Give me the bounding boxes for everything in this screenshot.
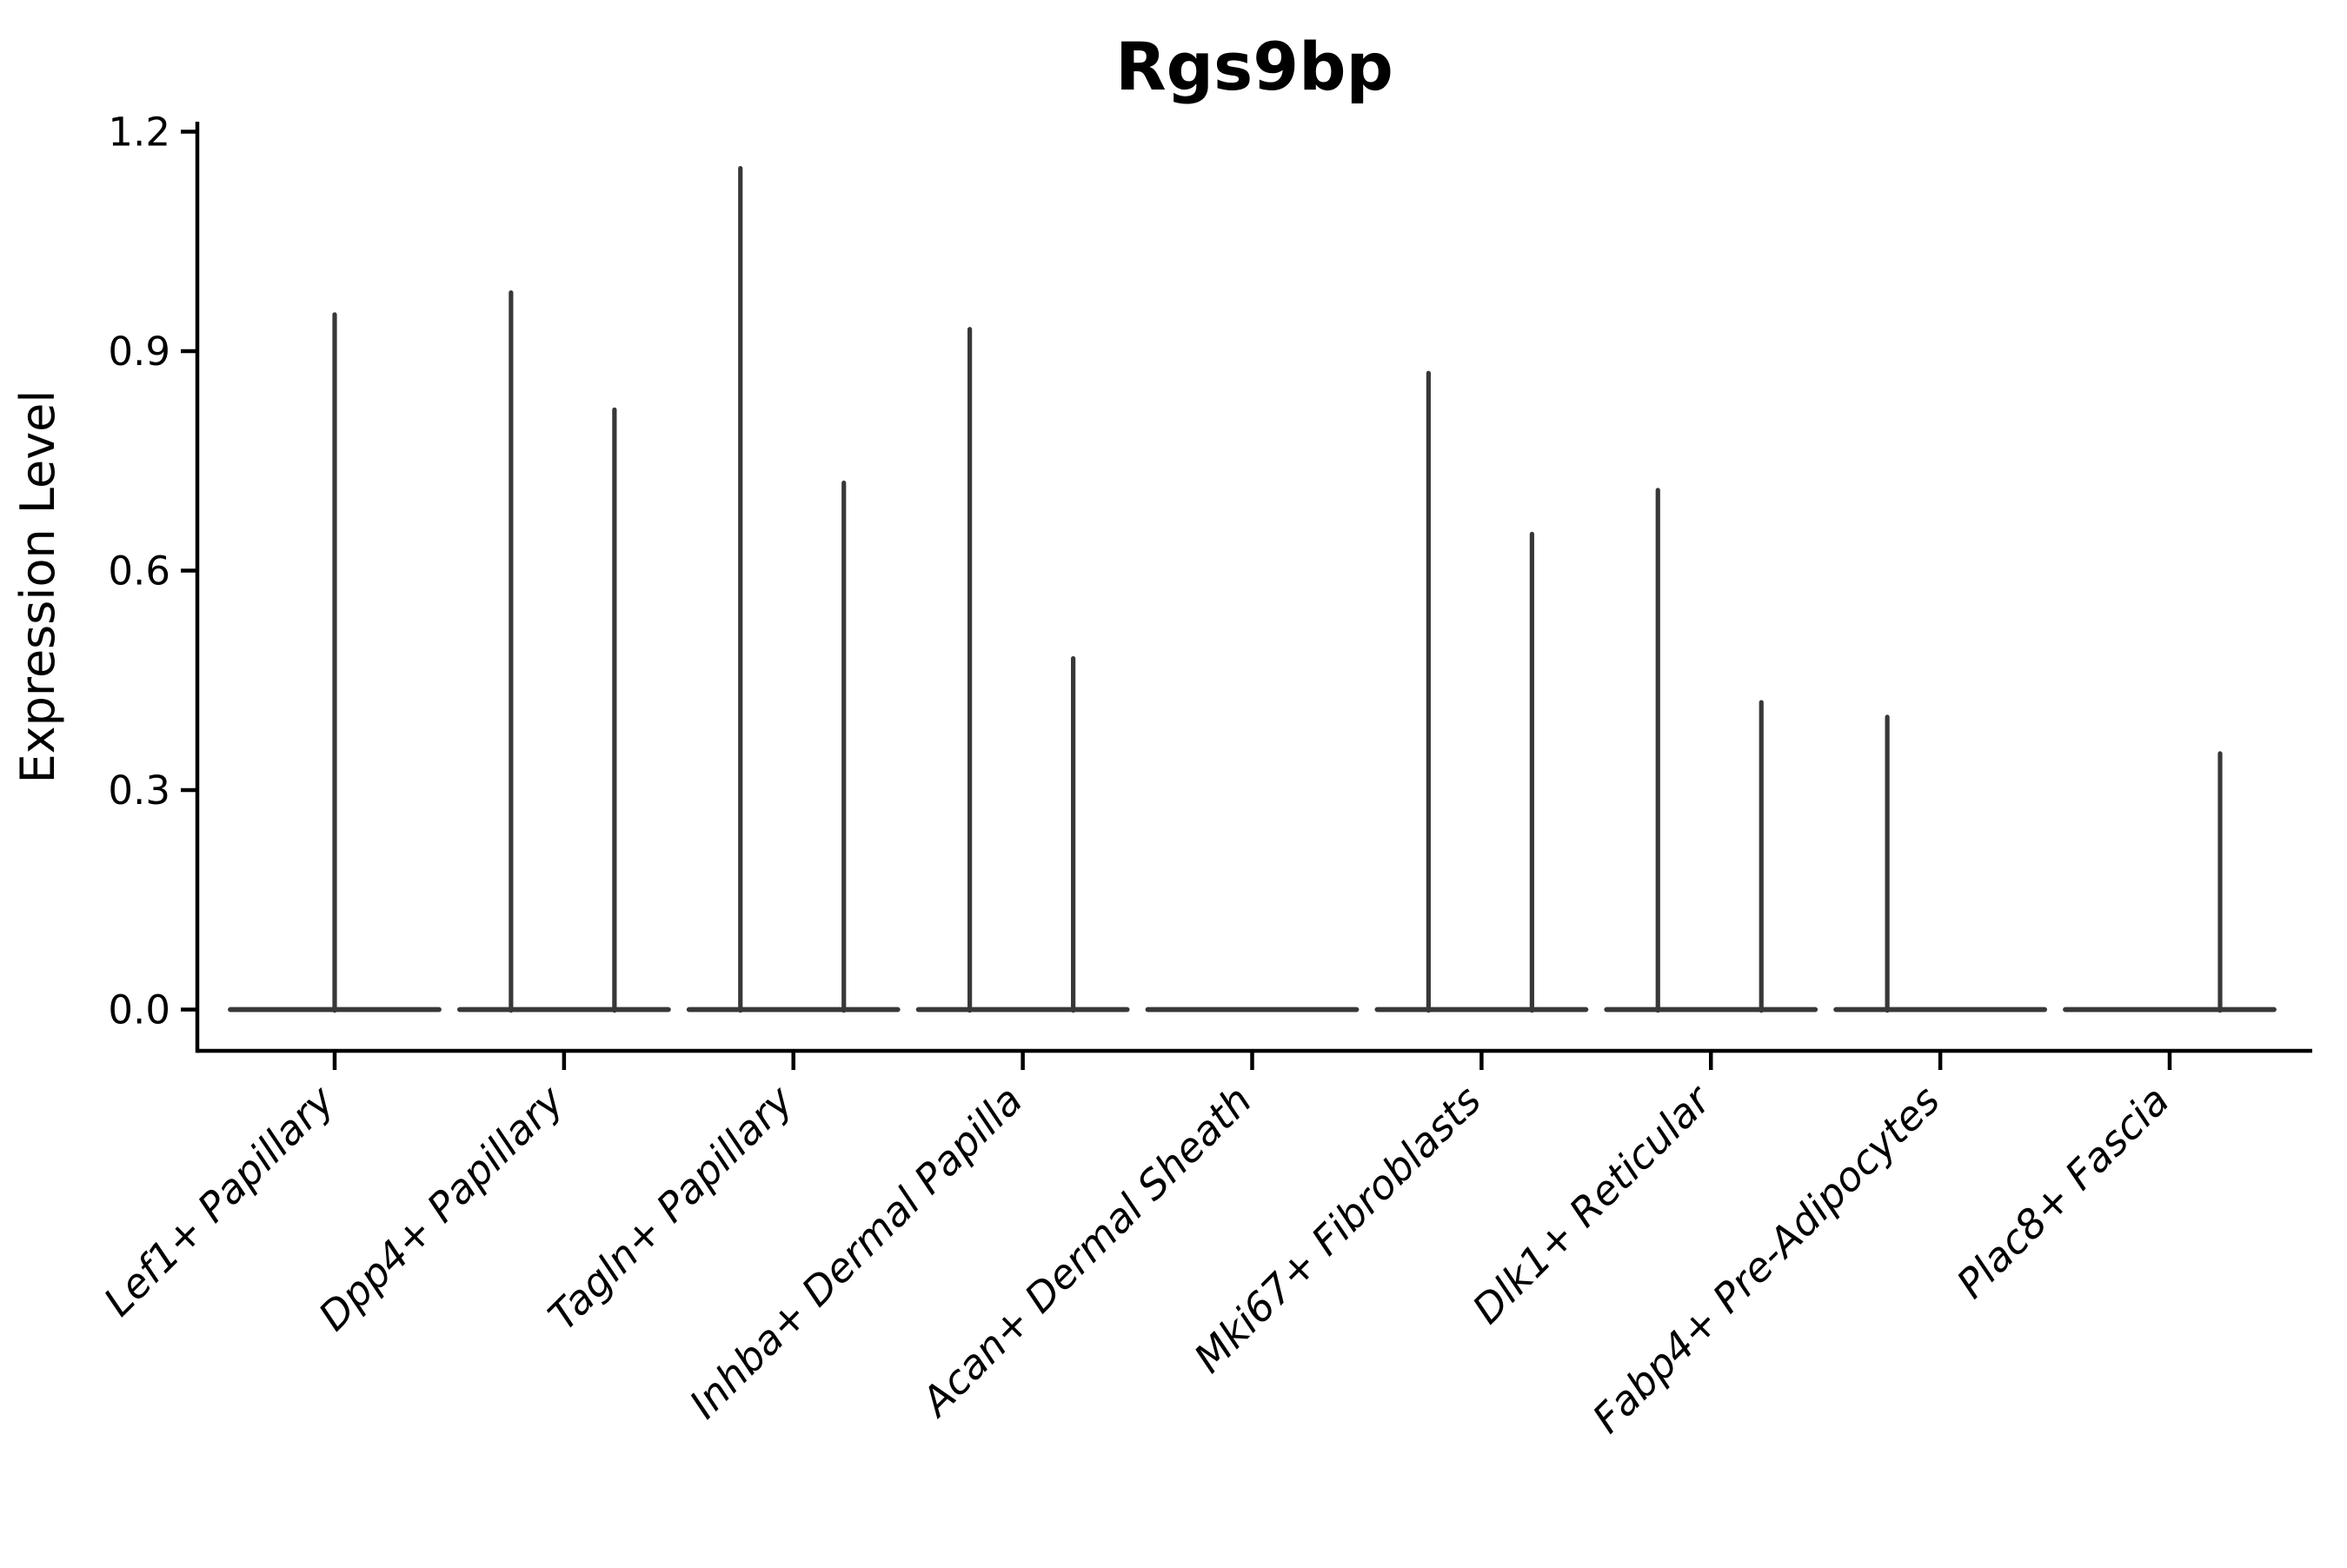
y-axis-label: Expression Level — [10, 390, 65, 784]
x-tick-label: Plac8+ Fascia — [1947, 1077, 2177, 1307]
y-tick-label: 0.9 — [108, 329, 170, 375]
violin — [1374, 370, 1589, 1013]
violin — [915, 327, 1130, 1013]
x-tick-label: Lef1+ Papillary — [95, 1076, 343, 1325]
axes-spines — [195, 122, 2312, 1053]
y-tick-label: 1.2 — [108, 109, 170, 155]
violins-group — [228, 165, 2277, 1013]
violin — [228, 312, 442, 1013]
violin — [1833, 714, 2048, 1013]
x-tick-label: Dlk1+ Reticular — [1463, 1074, 1721, 1332]
y-tick-label: 0.0 — [108, 987, 170, 1033]
violin — [2063, 751, 2277, 1013]
y-tick-label: 0.3 — [108, 767, 170, 814]
chart-title: Rgs9bp — [1115, 28, 1393, 105]
x-tick-label: Tagln+ Papillary — [539, 1076, 802, 1339]
x-tick-label: Dpp4+ Papillary — [309, 1076, 573, 1339]
violin — [456, 290, 671, 1013]
violin — [1604, 488, 1818, 1013]
y-tick-label: 0.6 — [108, 548, 170, 594]
y-axis-ticks: 0.0 0.3 0.6 0.9 1.2 — [108, 109, 197, 1033]
violin — [686, 165, 901, 1013]
